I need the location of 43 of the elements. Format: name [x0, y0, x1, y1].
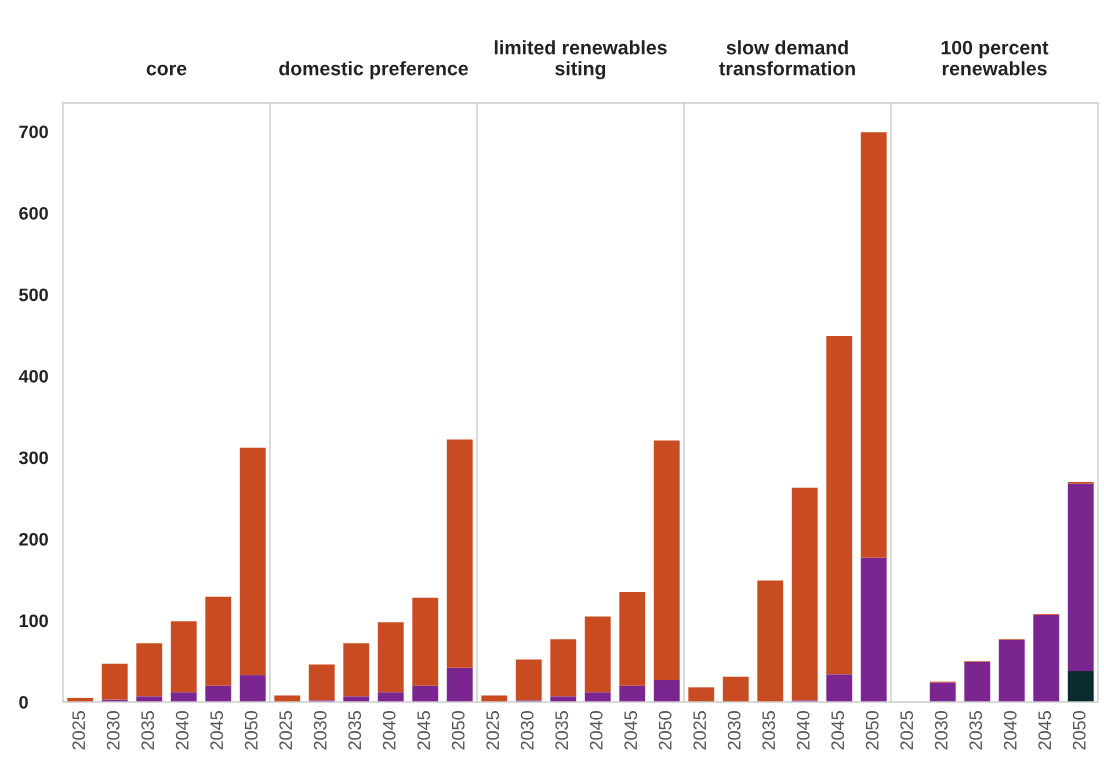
x-tick-label: 2045	[624, 711, 638, 750]
x-tick-label: 2035	[969, 711, 983, 750]
y-tick-label: 100	[19, 614, 48, 628]
y-tick-label: 0	[19, 695, 28, 709]
x-tick-label: 2035	[762, 711, 776, 750]
y-tick-label: 300	[18, 451, 48, 465]
chart-title: limited renewables siting	[494, 40, 667, 80]
x-tick-label: 2050	[244, 711, 258, 750]
y-tick-label: 600	[19, 206, 48, 220]
x-tick-label: 2045	[210, 711, 224, 750]
y-tick-label: 500	[19, 288, 48, 302]
x-tick-label: 2035	[141, 711, 155, 750]
x-tick-label: 2050	[451, 711, 465, 750]
x-tick-label: 2040	[175, 711, 189, 750]
x-tick-label: 2040	[589, 711, 603, 750]
x-tick-label: 2050	[658, 711, 672, 750]
x-tick-label: 2030	[313, 711, 327, 750]
x-tick-label: 2025	[279, 711, 293, 750]
x-tick-label: 2045	[417, 711, 431, 750]
x-tick-label: 2050	[865, 711, 879, 750]
y-tick-label: 700	[19, 125, 48, 139]
x-tick-label: 2045	[1038, 711, 1052, 750]
x-tick-label: 2030	[727, 711, 741, 750]
x-tick-label: 2030	[520, 711, 534, 750]
chart-title: 100 percent renewables	[941, 40, 1049, 76]
x-tick-label: 2025	[72, 711, 86, 750]
chart-title: core	[146, 64, 187, 76]
x-tick-label: 2025	[693, 711, 707, 750]
x-tick-label: 2030	[934, 711, 948, 750]
x-tick-label: 2040	[382, 711, 396, 750]
x-tick-label: 2035	[555, 711, 569, 750]
x-tick-label: 2030	[106, 711, 120, 750]
x-tick-label: 2025	[486, 711, 500, 750]
chart-title: slow demand transformation	[719, 40, 855, 76]
x-tick-label: 2040	[796, 711, 810, 750]
y-tick-label: 400	[18, 369, 48, 383]
x-tick-label: 2035	[348, 711, 362, 750]
x-tick-label: 2045	[831, 711, 845, 750]
chart-title: domestic preference	[279, 61, 468, 80]
x-tick-label: 2040	[1003, 711, 1017, 750]
y-tick-label: 200	[19, 532, 48, 546]
x-tick-label: 2025	[900, 711, 914, 750]
x-tick-label: 2050	[1072, 711, 1086, 750]
